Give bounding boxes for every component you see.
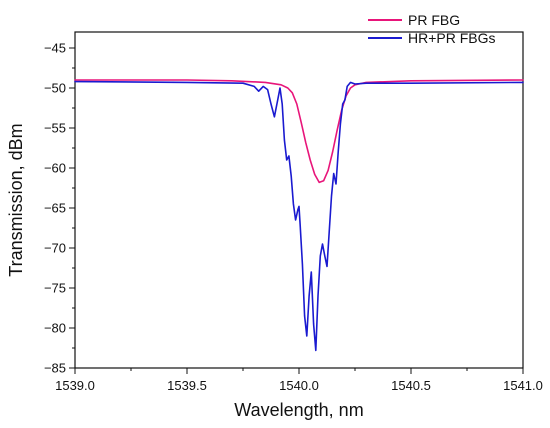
x-axis-title: Wavelength, nm xyxy=(234,400,363,420)
x-tick-label: 1539.0 xyxy=(55,378,95,393)
y-tick-label: −60 xyxy=(44,161,66,176)
y-tick-label: −65 xyxy=(44,201,66,216)
y-tick-label: −45 xyxy=(44,41,66,56)
series-line-pr-fbg xyxy=(74,79,524,184)
y-tick-label: −70 xyxy=(44,241,66,256)
x-tick-label: 1540.0 xyxy=(279,378,319,393)
legend-label-hr-pr-fbgs: HR+PR FBGs xyxy=(408,30,496,46)
x-tick-label: 1539.5 xyxy=(167,378,207,393)
y-tick-label: −85 xyxy=(44,361,66,376)
y-tick-label: −75 xyxy=(44,281,66,296)
y-tick-label: −50 xyxy=(44,81,66,96)
x-tick-label: 1541.0 xyxy=(503,378,543,393)
series-line-hr-pr-fbgs xyxy=(74,80,524,352)
x-tick-label: 1540.5 xyxy=(391,378,431,393)
legend-label-pr-fbg: PR FBG xyxy=(408,12,460,28)
y-axis-title: Transmission, dBm xyxy=(6,123,26,276)
y-tick-label: −80 xyxy=(44,321,66,336)
axis-ticks: 1539.0 1539.5 1540.0 1540.5 1541.0 −45 −50 −55 −… xyxy=(44,41,543,394)
legend: PR FBG HR+PR FBGs xyxy=(368,12,496,46)
data-series xyxy=(74,79,524,352)
y-tick-label: −55 xyxy=(44,121,66,136)
